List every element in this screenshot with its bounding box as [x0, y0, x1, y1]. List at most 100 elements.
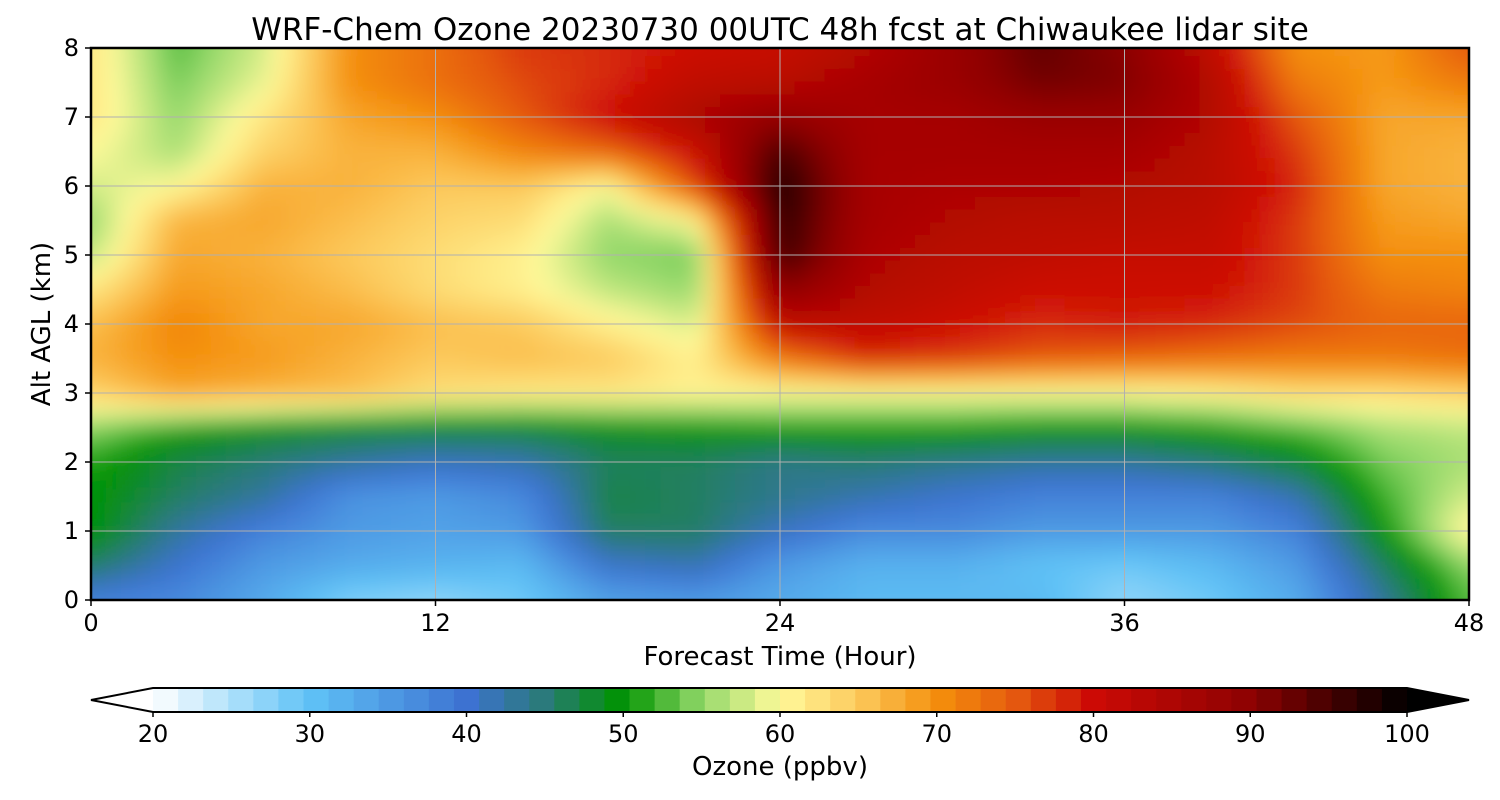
field-cell	[1169, 158, 1186, 172]
field-cell	[1199, 579, 1215, 593]
field-cell	[375, 234, 392, 249]
field-cell	[959, 515, 976, 529]
field-cell	[899, 260, 916, 274]
field-cell	[330, 171, 347, 185]
field-cell	[330, 247, 347, 261]
field-cell	[1139, 69, 1156, 83]
field-cell	[270, 400, 287, 414]
field-cell	[1184, 413, 1201, 427]
field-cell	[1379, 515, 1395, 529]
field-cell	[675, 120, 691, 134]
field-cell	[1034, 336, 1051, 351]
field-cell	[600, 515, 616, 529]
field-cell	[854, 349, 871, 363]
field-cell	[794, 171, 811, 185]
field-cell	[465, 387, 482, 402]
field-cell	[1424, 336, 1440, 351]
field-cell	[450, 426, 467, 440]
field-cell	[525, 158, 541, 172]
field-cell	[1484, 69, 1500, 82]
field-cell	[1019, 362, 1036, 376]
field-cell	[300, 489, 317, 504]
field-cell	[1124, 336, 1141, 351]
field-cell	[720, 56, 736, 70]
field-cell	[510, 553, 526, 567]
field-cell	[824, 247, 841, 261]
field-cell	[869, 183, 886, 198]
field-cell	[765, 413, 781, 427]
field-cell	[465, 362, 482, 376]
field-cell	[1409, 145, 1425, 159]
field-cell	[884, 209, 901, 223]
field-cell	[136, 18, 152, 31]
field-cell	[570, 438, 586, 453]
field-cell	[974, 234, 991, 249]
field-cell	[600, 591, 616, 600]
field-cell	[1424, 94, 1440, 108]
field-cell	[1154, 171, 1171, 185]
field-cell	[1139, 362, 1156, 376]
field-cell	[1364, 94, 1380, 108]
field-cell	[540, 477, 556, 491]
field-cell	[166, 31, 182, 44]
field-cell	[480, 81, 496, 96]
field-cell	[1454, 260, 1469, 274]
field-cell	[1184, 400, 1201, 414]
field-cell	[1199, 56, 1215, 70]
field-cell	[1484, 388, 1500, 401]
field-cell	[780, 362, 796, 376]
field-cell	[1409, 324, 1425, 338]
field-cell	[1349, 566, 1365, 580]
field-cell	[345, 502, 362, 516]
field-cell	[270, 426, 287, 440]
field-cell	[839, 132, 856, 147]
field-cell	[824, 489, 841, 504]
field-cell	[1259, 81, 1275, 96]
field-cell	[270, 132, 287, 147]
field-cell	[1349, 362, 1365, 376]
field-cell	[585, 107, 601, 121]
field-cell	[1244, 349, 1260, 363]
field-cell	[165, 209, 182, 223]
field-cell	[720, 336, 736, 351]
field-cell	[989, 260, 1006, 274]
field-cell	[1019, 145, 1036, 159]
colorbar-tick-label: 90	[1235, 720, 1266, 748]
field-cell	[1274, 234, 1290, 249]
field-cell	[780, 107, 796, 121]
field-cell	[1439, 31, 1455, 44]
field-cell	[854, 553, 871, 567]
field-cell	[1154, 94, 1171, 108]
field-cell	[1379, 285, 1395, 300]
field-cell	[1319, 528, 1335, 542]
field-cell	[1334, 171, 1350, 185]
field-cell	[120, 132, 137, 147]
field-cell	[1034, 413, 1051, 427]
field-cell	[1409, 579, 1425, 593]
field-cell	[839, 285, 856, 300]
field-cell	[1004, 375, 1021, 389]
field-cell	[465, 502, 482, 516]
field-cell	[120, 285, 137, 300]
field-cell	[1424, 171, 1440, 185]
field-cell	[1259, 132, 1275, 147]
field-cell	[884, 426, 901, 440]
field-cell	[630, 183, 646, 198]
field-cell	[225, 579, 242, 593]
field-cell	[1379, 451, 1395, 465]
field-cell	[210, 222, 227, 236]
field-cell	[1364, 120, 1380, 134]
colorbar-segment	[428, 688, 455, 712]
field-cell	[1454, 196, 1469, 210]
field-cell	[540, 413, 556, 427]
field-cell	[944, 591, 961, 600]
field-cell	[150, 132, 167, 147]
field-cell	[720, 515, 736, 529]
field-cell	[285, 69, 302, 83]
field-cell	[135, 566, 152, 580]
field-cell	[854, 451, 871, 465]
field-cell	[1304, 107, 1320, 121]
field-cell	[1199, 489, 1215, 504]
field-cell	[1409, 247, 1425, 261]
field-cell	[1124, 387, 1141, 402]
